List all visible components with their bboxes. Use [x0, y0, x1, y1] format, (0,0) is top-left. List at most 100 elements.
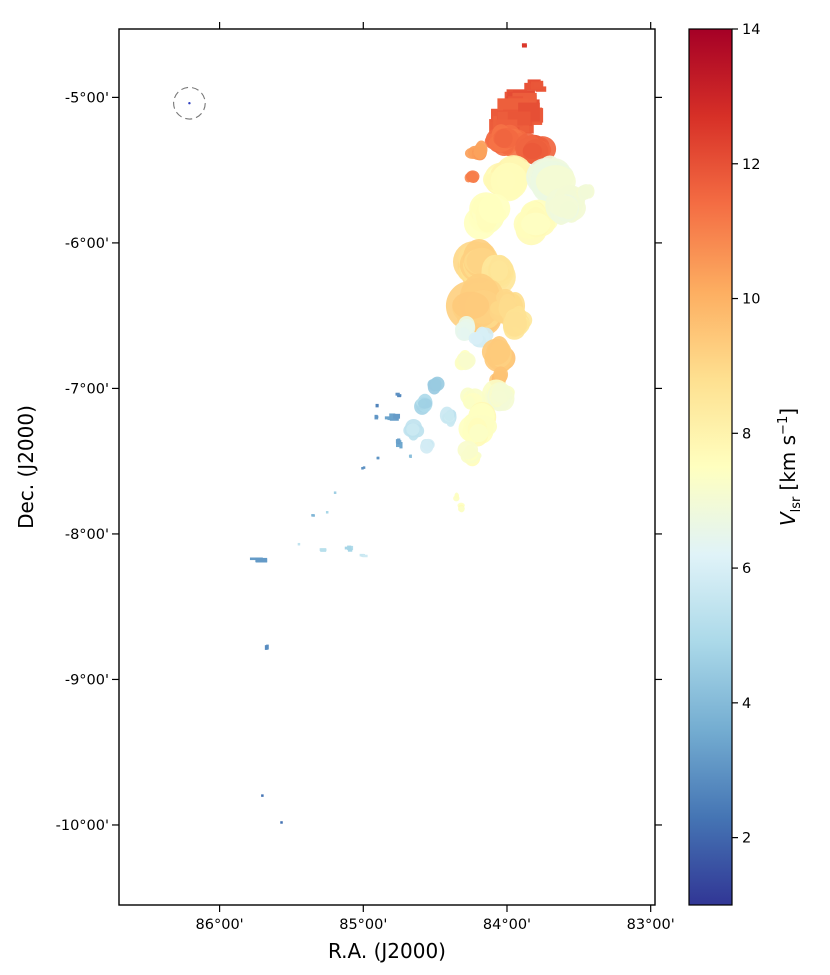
emission-clump — [395, 392, 402, 398]
y-tick-label: -6°00' — [65, 236, 109, 252]
emission-clump — [333, 491, 337, 494]
x-tick-label: 85°00' — [339, 917, 387, 933]
emission-clump — [375, 403, 379, 408]
emission-clump — [482, 155, 532, 202]
emission-patch — [502, 311, 527, 337]
emission-clump — [439, 406, 457, 427]
emission-patch — [264, 645, 268, 650]
emission-patch — [522, 43, 527, 47]
emission-patch — [361, 467, 364, 470]
emission-clump — [344, 545, 354, 552]
x-axis-label: R.A. (J2000) — [328, 939, 446, 963]
emission-patch — [430, 376, 445, 392]
emission-clump — [463, 192, 511, 240]
velocity-emission-layer — [249, 43, 595, 824]
emission-patch — [325, 511, 329, 514]
emission-patch — [255, 557, 268, 563]
emission-clump — [453, 492, 460, 502]
emission-clump — [325, 511, 329, 514]
emission-patch — [533, 82, 542, 88]
emission-clump — [280, 821, 283, 824]
emission-clump — [468, 326, 494, 348]
emission-patch — [384, 416, 393, 420]
beam-center — [188, 102, 191, 105]
colorbar: 2 4 6 8 10 12 14 Vlsr[km s−1] — [688, 22, 804, 906]
emission-patch — [362, 554, 368, 558]
emission-clump — [427, 376, 445, 395]
emission-clump — [264, 644, 269, 650]
colorbar-tick-label: 12 — [742, 157, 760, 173]
axis-ticks: 86°00' 85°00' 84°00' 83°00' -5°00' -6°00' -7°0… — [56, 22, 675, 933]
emission-patch — [490, 260, 509, 282]
plot-background — [119, 29, 655, 905]
emission-patch — [478, 193, 511, 224]
emission-patch — [362, 466, 366, 469]
emission-patch — [512, 92, 537, 104]
x-tick-label: 84°00' — [483, 917, 531, 933]
emission-clump — [464, 140, 488, 161]
emission-patch — [374, 414, 378, 418]
emission-patch — [320, 549, 327, 552]
emission-clump — [521, 43, 527, 48]
y-tick-label: -5°00' — [65, 90, 109, 106]
emission-patch — [464, 395, 475, 409]
emission-clump — [359, 553, 368, 558]
y-tick-label: -9°00' — [65, 672, 109, 688]
emission-clump — [455, 315, 476, 341]
colorbar-label: Vlsr[km s−1] — [776, 408, 804, 526]
x-tick-label: 83°00' — [627, 917, 675, 933]
emission-clump — [513, 199, 558, 246]
plot-frame — [118, 28, 656, 906]
emission-patch — [524, 82, 536, 91]
emission-clump — [515, 133, 557, 166]
emission-clump — [576, 184, 595, 201]
emission-clump — [454, 349, 476, 371]
emission-clump — [457, 502, 465, 513]
colorbar-tick-label: 6 — [742, 561, 751, 577]
colorbar-tick-label: 14 — [742, 22, 760, 38]
emission-patch — [420, 439, 434, 454]
colorbar-tick-label: 4 — [742, 696, 751, 712]
emission-patch — [559, 201, 578, 220]
emission-clump — [484, 124, 529, 158]
emission-patch — [458, 505, 465, 513]
colorbar-tick-label: 8 — [742, 426, 751, 442]
emission-clump — [481, 379, 515, 412]
emission-clump — [297, 542, 301, 546]
y-tick-label: -8°00' — [65, 527, 109, 543]
emission-patch — [333, 491, 337, 494]
emission-patch — [297, 542, 301, 546]
emission-patch — [580, 186, 591, 198]
y-tick-label: -10°00' — [56, 818, 109, 834]
emission-clump — [408, 454, 412, 458]
emission-clump — [464, 170, 480, 184]
emission-clump — [376, 456, 380, 460]
y-axis-label: Dec. (J2000) — [14, 405, 38, 529]
emission-patch — [457, 440, 479, 460]
emission-patch — [395, 392, 400, 396]
emission-patch — [457, 327, 470, 340]
emission-patch — [468, 332, 484, 345]
emission-patch — [444, 411, 455, 422]
emission-clump — [249, 557, 268, 563]
colorbar-frame — [688, 28, 733, 906]
emission-patch — [347, 545, 352, 551]
colorbar-gradient — [689, 29, 732, 905]
emission-clump — [524, 79, 547, 92]
emission-patch — [521, 212, 551, 236]
emission-patch — [395, 439, 401, 444]
emission-patch — [481, 338, 511, 365]
emission-clump — [361, 466, 366, 470]
emission-patch — [522, 142, 543, 160]
emission-patch — [347, 548, 353, 552]
emission-patch — [490, 162, 528, 200]
emission-clump — [457, 440, 482, 467]
emission-patch — [393, 413, 401, 419]
emission-patch — [376, 456, 380, 460]
emission-patch — [469, 424, 489, 443]
emission-clump — [261, 794, 264, 797]
emission-patch — [390, 414, 396, 420]
emission-patch — [280, 821, 283, 824]
emission-patch — [458, 352, 476, 369]
